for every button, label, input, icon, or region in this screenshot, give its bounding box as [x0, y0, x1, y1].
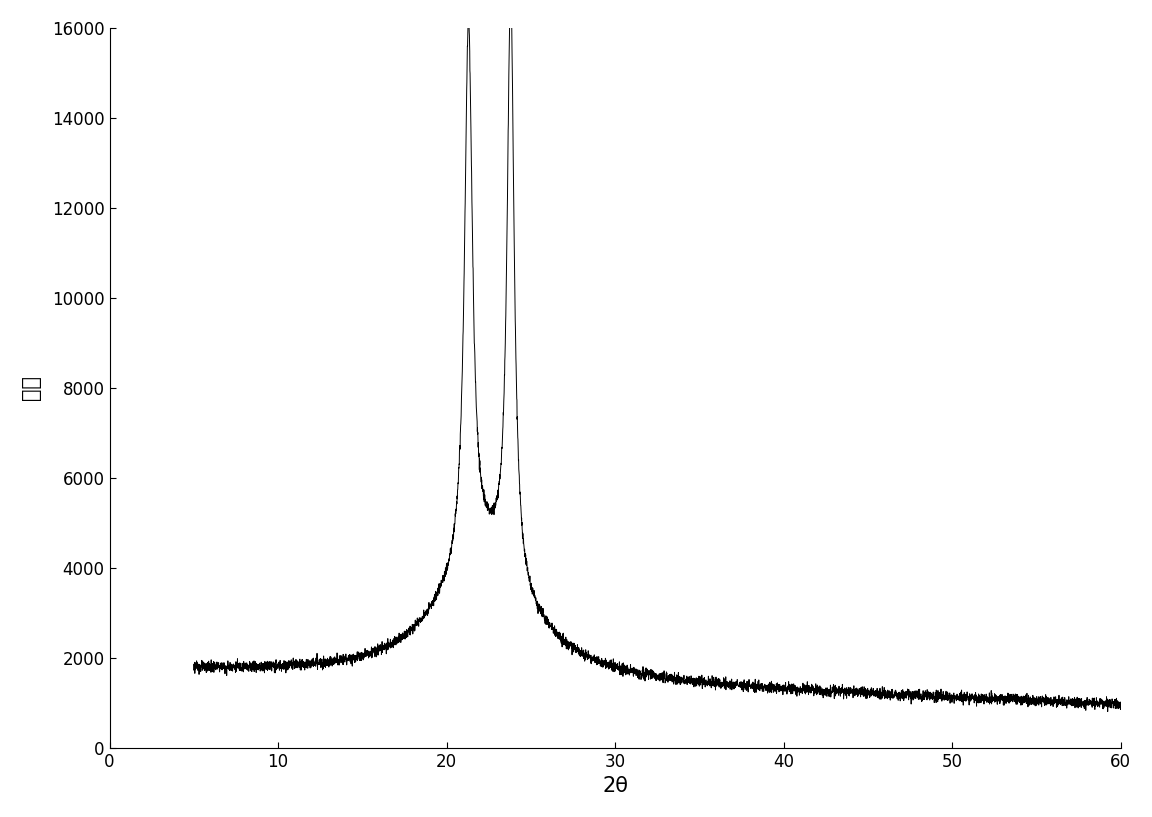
X-axis label: 2θ: 2θ [602, 776, 628, 797]
Y-axis label: 强度: 强度 [21, 375, 40, 400]
